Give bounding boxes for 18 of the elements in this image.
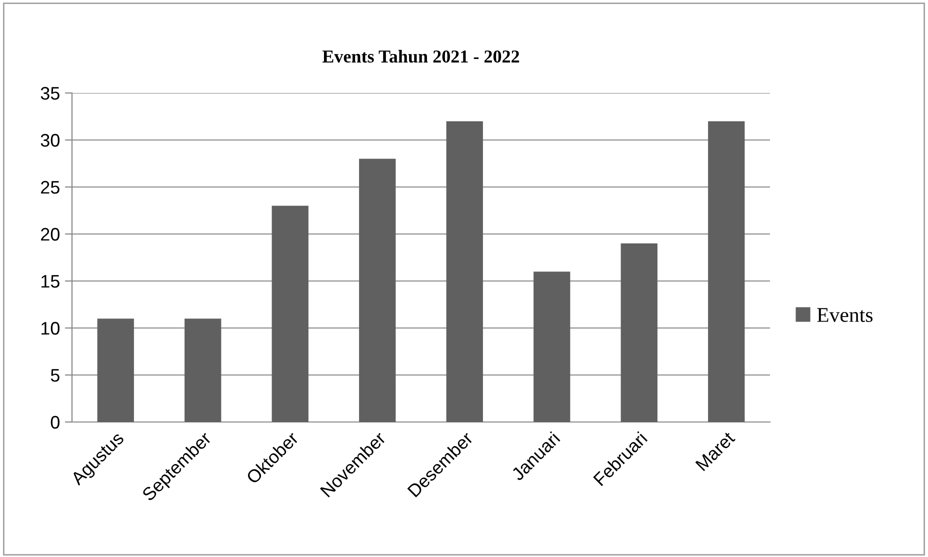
y-tick-label: 0 (50, 416, 60, 429)
y-tick-label: 20 (41, 228, 60, 241)
y-tick-label: 30 (40, 134, 60, 147)
bar (97, 318, 134, 422)
bar (620, 243, 658, 422)
y-tick-label: 35 (40, 86, 60, 100)
bar (184, 318, 222, 422)
y-tick-label: 10 (41, 322, 60, 335)
y-tick-label: 5 (50, 369, 60, 382)
y-tick-label: 15 (41, 275, 60, 288)
bar (272, 206, 308, 422)
chart-title: Events Tahun 2021 - 2022 (322, 50, 520, 63)
legend-label: Events (817, 308, 873, 322)
y-tick-label: 25 (41, 180, 60, 194)
bar (534, 272, 570, 422)
bar (446, 121, 483, 422)
bar (359, 158, 396, 422)
bar (708, 121, 745, 422)
